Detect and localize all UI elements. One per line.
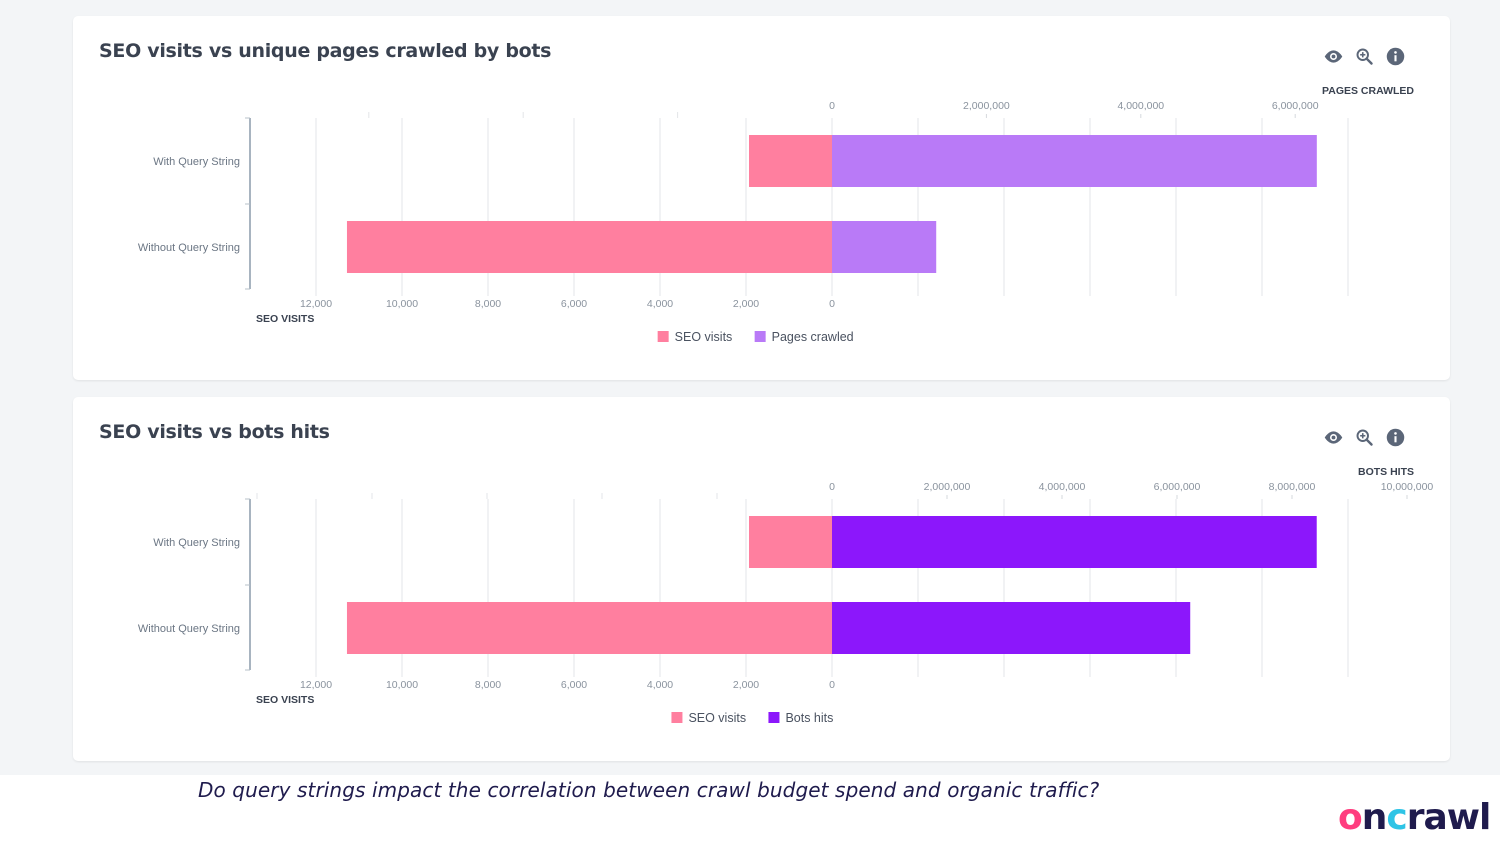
category-label: With Query String [153, 537, 240, 549]
top-axis-tick-label: 6,000,000 [1154, 481, 1201, 493]
top-axis-tick-label: 0 [829, 100, 835, 112]
bottom-axis-tick-label: 8,000 [475, 298, 501, 310]
info-icon[interactable] [1385, 46, 1406, 67]
top-axis-tick-label: 6,000,000 [1272, 100, 1319, 112]
legend-swatch [768, 712, 780, 723]
zoom-in-icon[interactable] [1354, 427, 1375, 448]
bottom-axis-tick-label: 12,000 [300, 298, 332, 310]
top-axis-tick-label: 10,000,000 [1381, 481, 1434, 493]
bar-pages-crawled [832, 221, 937, 273]
bar-bots-hits [832, 602, 1191, 654]
top-axis-tick-label: 8,000,000 [1269, 481, 1316, 493]
eye-icon[interactable] [1323, 427, 1344, 448]
zoom-in-icon[interactable] [1354, 46, 1375, 67]
legend-label: Bots hits [785, 711, 833, 725]
legend-label: SEO visits [688, 711, 746, 725]
card-toolbar [1323, 46, 1406, 67]
category-label: Without Query String [138, 242, 240, 254]
eye-icon[interactable] [1323, 46, 1344, 67]
top-axis-tick-label: 4,000,000 [1039, 481, 1086, 493]
top-axis-tick-label: 4,000,000 [1117, 100, 1164, 112]
bottom-axis-tick-label: 8,000 [475, 679, 501, 691]
bottom-axis-tick-label: 0 [829, 298, 835, 310]
oncrawl-logo: oncrawl [1338, 797, 1491, 838]
info-icon[interactable] [1385, 427, 1406, 448]
bottom-axis-tick-label: 2,000 [733, 298, 759, 310]
top-axis-tick-label: 0 [829, 481, 835, 493]
legend-label: Pages crawled [772, 330, 854, 344]
bottom-axis-tick-label: 4,000 [647, 679, 673, 691]
legend-swatch [657, 331, 669, 342]
bottom-axis-tick-label: 6,000 [561, 679, 587, 691]
bottom-axis-tick-label: 6,000 [561, 298, 587, 310]
bar-seo-visits [346, 602, 832, 654]
top-axis-title: BOTS HITS [1358, 466, 1414, 478]
bottom-axis-tick-label: 0 [829, 679, 835, 691]
charts-canvas: With Query String Without Query String 0 2,… [138, 85, 1434, 725]
bottom-axis-tick-label: 2,000 [733, 679, 759, 691]
legend-swatch [754, 331, 766, 342]
bottom-axis-title: SEO VISITS [256, 313, 314, 325]
bar-seo-visits [749, 516, 832, 568]
chart-card-pages-crawled: SEO visits vs unique pages crawled by bo… [73, 16, 1450, 380]
category-label: With Query String [153, 156, 240, 168]
bar-bots-hits [832, 516, 1317, 568]
bottom-axis-tick-label: 10,000 [386, 679, 418, 691]
card-title: SEO visits vs unique pages crawled by bo… [99, 40, 552, 62]
legend-label: SEO visits [675, 330, 733, 344]
chart-card-bots-hits: SEO visits vs bots hits [73, 397, 1450, 761]
top-axis-title: PAGES CRAWLED [1322, 85, 1414, 97]
bar-seo-visits [749, 135, 832, 187]
card-toolbar [1323, 427, 1406, 448]
footer-question: Do query strings impact the correlation … [198, 778, 1100, 802]
top-axis-tick-label: 2,000,000 [963, 100, 1010, 112]
bottom-axis-tick-label: 12,000 [300, 679, 332, 691]
legend-swatch [671, 712, 683, 723]
top-axis-tick-label: 2,000,000 [924, 481, 971, 493]
bottom-axis-tick-label: 10,000 [386, 298, 418, 310]
bar-seo-visits [346, 221, 832, 273]
bottom-axis-tick-label: 4,000 [647, 298, 673, 310]
category-label: Without Query String [138, 623, 240, 635]
card-title: SEO visits vs bots hits [99, 421, 330, 443]
bottom-axis-title: SEO VISITS [256, 694, 314, 706]
bar-pages-crawled [832, 135, 1317, 187]
